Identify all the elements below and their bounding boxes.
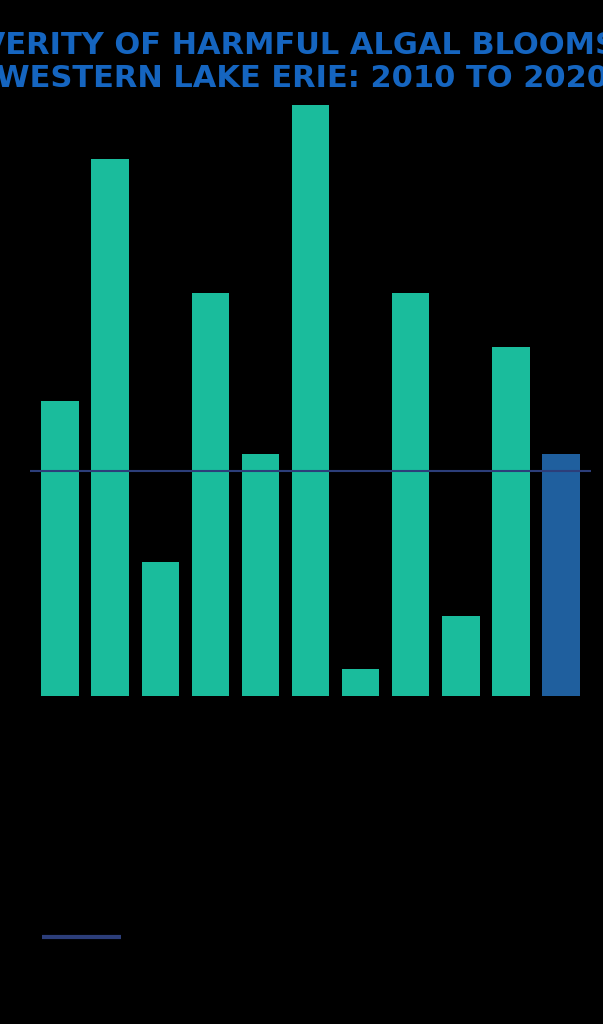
Bar [442, 615, 479, 696]
Bar [392, 293, 429, 696]
Text: SEVERITY OF HARMFUL ALGAL BLOOMS IN
WESTERN LAKE ERIE: 2010 TO 2020: SEVERITY OF HARMFUL ALGAL BLOOMS IN WEST… [0, 31, 603, 93]
Bar [192, 293, 229, 696]
Bar [142, 562, 179, 696]
Bar [292, 105, 329, 696]
Bar [492, 347, 529, 696]
Bar [242, 455, 279, 696]
Bar [542, 455, 579, 696]
Bar [342, 670, 379, 696]
Bar [42, 400, 79, 696]
Bar [92, 159, 129, 696]
